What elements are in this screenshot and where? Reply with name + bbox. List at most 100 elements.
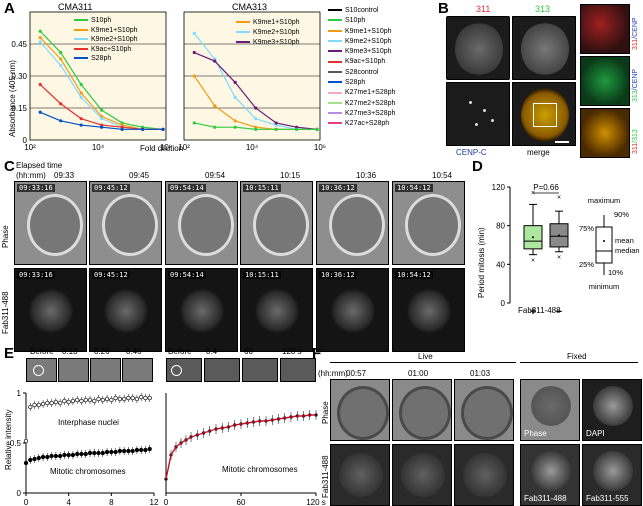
f-phase-frame (454, 379, 514, 441)
legend-label: K9ac+S10ph (345, 58, 386, 66)
fixed-frame-label: Fab311-555 (586, 494, 629, 503)
data-point (79, 451, 84, 457)
cell-outline (329, 194, 385, 256)
legend-label: S10control (345, 7, 379, 14)
panel-label-f: F (312, 345, 322, 362)
legend-swatch (328, 70, 342, 73)
f-fluor-frame (330, 444, 390, 506)
key-p75: 75% (579, 224, 594, 233)
data-point (120, 127, 124, 131)
data-point (70, 452, 76, 458)
data-point (87, 397, 93, 403)
legend-entry: K27me2+S28ph (328, 99, 395, 109)
frap-time-label: Before (30, 347, 54, 356)
legend-entry: S10control (328, 6, 395, 16)
legend-entry: S28control (328, 68, 395, 78)
data-point (92, 398, 97, 404)
y-tick-label: 0 (501, 299, 506, 308)
frap-time-label: Before (168, 347, 192, 356)
f-row-phase: Phase (321, 401, 330, 424)
data-point (57, 453, 63, 459)
nucleus-signal (531, 451, 571, 491)
legend-entry: K9me1+S10ph (74, 26, 138, 36)
time-label: 09:54 (205, 171, 226, 180)
data-point (92, 450, 97, 456)
data-point (134, 396, 140, 402)
data-point (113, 449, 118, 455)
timestamp: 09:54:14 (168, 271, 206, 279)
chart-title-cma313: CMA313 (232, 2, 268, 12)
bleach-circle (171, 365, 182, 376)
live-bracket (330, 362, 516, 363)
data-point (40, 401, 46, 407)
time-label: 09:45 (129, 171, 150, 180)
f-phase-frame (330, 379, 390, 441)
d-ylabel: Period mitosis (min) (477, 227, 486, 298)
legend-label: K9me1+S10ph (345, 27, 392, 35)
legend-label: S10ph (345, 17, 366, 25)
data-point (59, 102, 63, 106)
inset-311-313 (580, 108, 630, 158)
f-fixed-frame: Fab311-488 (520, 444, 580, 506)
data-point (192, 74, 196, 78)
data-point (121, 448, 127, 454)
legend-entry: S28ph (328, 78, 395, 88)
data-point (113, 395, 118, 401)
cell-outline (461, 386, 513, 440)
panel-e-charts: 0 0.5 1 0 4 8 12 0 60 120 s (10, 389, 326, 506)
legend-label: K9me2+S10ph (345, 37, 392, 45)
frap-frame-right (204, 358, 240, 382)
legend-label: K9me3+S10ph (345, 48, 392, 56)
scale-bar (555, 141, 569, 143)
x-tick-label: 0 (24, 498, 29, 506)
data-point (36, 402, 41, 408)
min-marker: × (557, 255, 561, 262)
label-live: Live (418, 352, 433, 361)
key-mean-label: mean (615, 236, 634, 245)
legend-swatch (74, 47, 88, 50)
nucleus-signal (180, 289, 224, 333)
data-point (100, 397, 105, 403)
fixed-bracket (520, 362, 638, 363)
legend-entry: K27me1+S28ph (328, 88, 395, 98)
data-point (79, 398, 84, 404)
data-point (143, 395, 148, 401)
phase-frame: 09:45:12 (89, 181, 162, 265)
e-ylabel: Relative intensity (4, 409, 13, 470)
chart-title-cma311: CMA311 (58, 2, 93, 12)
data-point (38, 82, 42, 87)
time-label: 10:54 (432, 171, 453, 180)
panel-label-b: B (438, 0, 449, 17)
label-mitotic: Mitotic chromosomes (50, 467, 126, 476)
cell-outline (399, 386, 451, 440)
time-label: 09:33 (54, 171, 75, 180)
panel-label-a: A (4, 0, 15, 17)
y-tick-label: 40 (496, 260, 505, 269)
data-point (100, 117, 104, 121)
data-point (274, 121, 278, 125)
fit-curve (165, 414, 316, 480)
legend-swatch (328, 112, 342, 115)
y-tick-label: 0 (17, 489, 22, 498)
key-maximum: maximum (588, 196, 621, 205)
x-tick-label: 0 (164, 498, 169, 506)
data-point (233, 125, 237, 129)
label-interphase: Interphase nuclei (58, 418, 119, 427)
data-point (62, 398, 67, 404)
data-point (32, 456, 37, 462)
fixed-frame-label: Phase (524, 429, 547, 438)
cell-outline (337, 386, 389, 440)
data-point (233, 95, 237, 99)
legend-swatch (328, 50, 342, 53)
f-fixed-frame: Phase (520, 379, 580, 441)
data-point (70, 398, 76, 404)
data-point (79, 91, 83, 95)
legend-entry: K9me3+S10ph (236, 38, 300, 48)
cell-outline (253, 194, 309, 256)
key-p10: 10% (608, 268, 623, 277)
min-marker: × (531, 258, 535, 265)
label-313: 313 (535, 4, 551, 14)
data-point (40, 454, 46, 460)
legend-swatch (328, 101, 342, 104)
data-point (117, 448, 123, 454)
